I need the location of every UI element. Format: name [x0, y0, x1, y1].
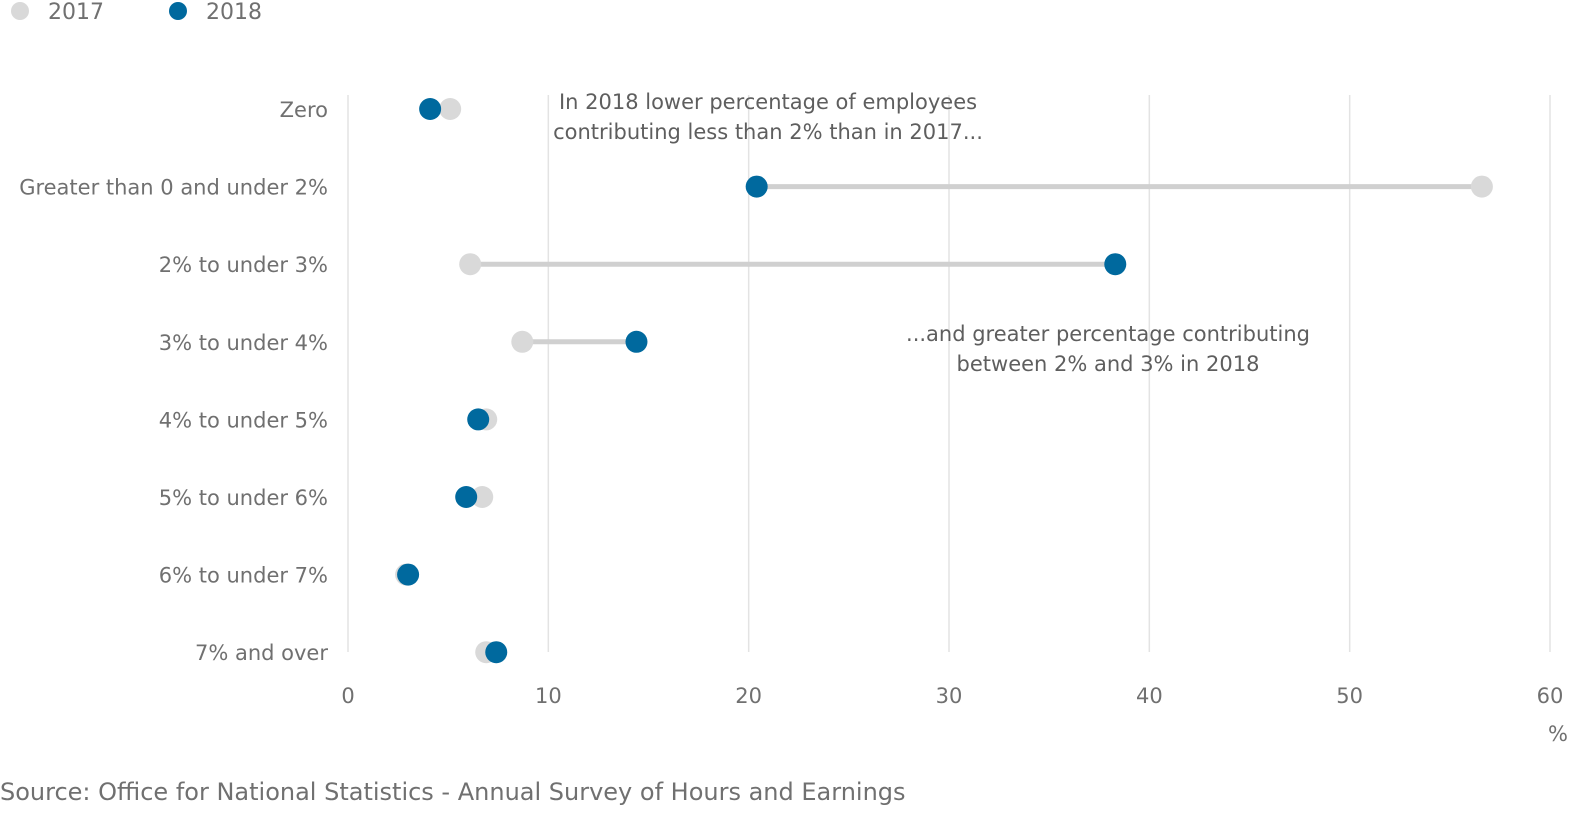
legend-marker-2018 — [169, 2, 187, 20]
x-tick-label-40: 40 — [1136, 684, 1163, 708]
point-2017 — [459, 253, 482, 276]
point-2017 — [511, 330, 534, 353]
annotation-greater-share: ...and greater percentage contributing b… — [906, 322, 1310, 376]
x-tick-label-50: 50 — [1336, 684, 1363, 708]
point-2017 — [439, 98, 462, 120]
annotation-2-line-1: ...and greater percentage contributing — [906, 322, 1310, 346]
point-2018 — [419, 98, 442, 120]
annotation-1-line-2: contributing less than 2% than in 2017..… — [553, 120, 983, 144]
category-label: Greater than 0 and under 2% — [19, 176, 328, 200]
x-axis-ticks: 0 10 20 30 40 50 60 — [341, 684, 1563, 708]
legend-label-2018: 2018 — [206, 0, 262, 25]
x-tick-label-10: 10 — [535, 684, 562, 708]
point-2017 — [471, 486, 494, 508]
category-labels: Zero Greater than 0 and under 2% 2% to und… — [19, 98, 328, 665]
category-label: Zero — [280, 98, 328, 122]
point-2018 — [1104, 253, 1127, 276]
category-label: 5% to under 6% — [159, 486, 328, 510]
x-tick-label-60: 60 — [1537, 684, 1564, 708]
annotation-1-line-1: In 2018 lower percentage of employees — [559, 90, 977, 114]
category-label: 4% to under 5% — [159, 408, 328, 432]
point-2018 — [397, 563, 420, 586]
x-axis-unit-label: % — [1548, 722, 1568, 746]
category-label: 2% to under 3% — [159, 253, 328, 277]
annotation-2-line-2: between 2% and 3% in 2018 — [957, 352, 1260, 376]
category-label: 3% to under 4% — [159, 331, 328, 355]
point-2018 — [485, 641, 508, 664]
annotation-lower-share: In 2018 lower percentage of employees co… — [553, 90, 983, 144]
connectors — [406, 106, 1482, 655]
point-2018 — [467, 408, 490, 431]
legend-label-2017: 2017 — [48, 0, 104, 25]
point-2017 — [1470, 175, 1493, 198]
gridlines — [347, 95, 1551, 652]
x-tick-label-30: 30 — [936, 684, 963, 708]
point-2018 — [745, 175, 768, 198]
point-2018 — [625, 330, 648, 353]
data-points — [395, 98, 1493, 664]
x-tick-label-0: 0 — [341, 684, 354, 708]
point-2018 — [455, 486, 478, 508]
x-tick-label-20: 20 — [735, 684, 762, 708]
source-note: Source: Office for National Statistics -… — [0, 778, 906, 806]
category-label: 6% to under 7% — [159, 564, 328, 588]
category-label: 7% and over — [195, 641, 328, 665]
legend: 2017 2018 — [11, 0, 262, 25]
legend-marker-2017 — [11, 2, 29, 20]
